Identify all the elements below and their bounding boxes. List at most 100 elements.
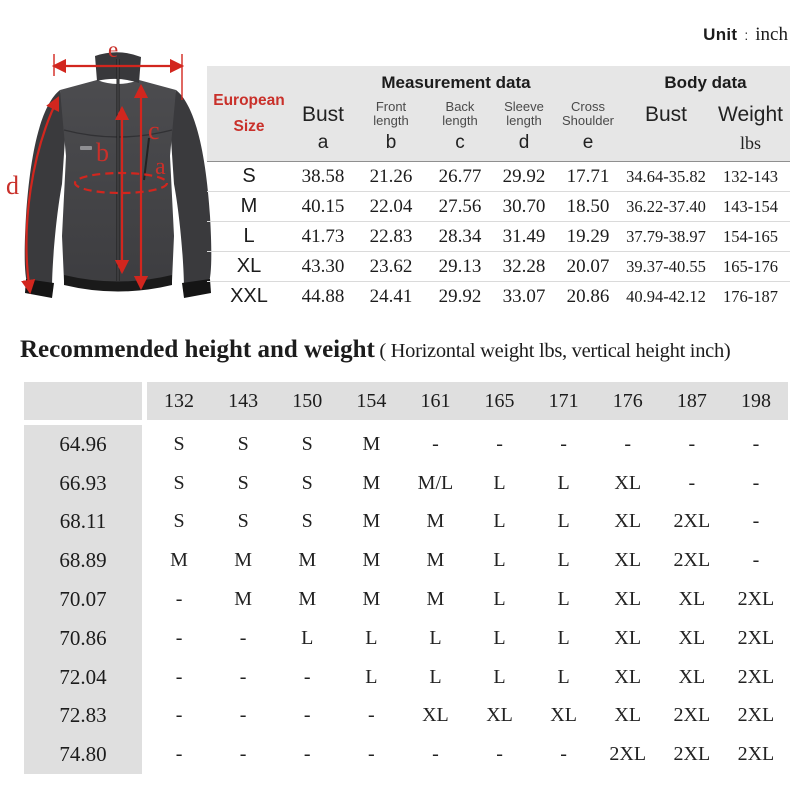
weight-cell: 132-143: [723, 166, 778, 186]
front-length-cell: 22.04: [369, 195, 413, 217]
recommendation-cell: 2XL: [737, 665, 775, 688]
cross-shoulder-cell: 18.50: [566, 195, 610, 217]
recommendation-cell: -: [175, 665, 183, 688]
recommendation-cell: M: [426, 588, 445, 611]
col-body-bust-title: Bust: [644, 103, 688, 126]
recommendation-cell: -: [560, 432, 567, 455]
recommendation-cell: L: [557, 549, 570, 572]
column-header-row: Bust a Front length b Back length c: [207, 96, 790, 156]
measurement-table: European Size Measurement data Body data…: [207, 66, 790, 311]
recommendation-cell: -: [239, 704, 247, 727]
measurement-data-header: Measurement data: [381, 73, 531, 92]
recommendation-cell: -: [752, 471, 760, 494]
recommendation-cell: M: [298, 549, 317, 572]
col-weight-title: Weight: [718, 103, 783, 126]
col-front-length-title: Front length: [373, 100, 408, 128]
height-cell: 70.86: [24, 618, 142, 658]
unit-separator: :: [744, 27, 749, 43]
recommendation-cell: -: [368, 704, 375, 727]
col-bust-title: Bust: [301, 103, 345, 126]
recommendation-cell: L: [493, 471, 506, 494]
recommendation-cell: XL: [614, 549, 642, 572]
weight-header-cell: 165: [484, 389, 515, 412]
measure-label-c: c: [148, 116, 160, 145]
recommendation-cell: S: [237, 432, 249, 455]
recommendation-cell: S: [237, 510, 249, 533]
recommendation-cell: -: [239, 665, 247, 688]
bust-cell: 43.30: [301, 255, 345, 277]
recommendation-cell: XL: [614, 626, 642, 649]
recommendation-row: 70.07 - M M M M L L XL XL 2XL: [24, 580, 788, 619]
recommendation-cell: 2XL: [673, 704, 711, 727]
bust-cell: 38.58: [301, 165, 345, 187]
size-row: L 41.73 22.83 28.34 31.49 19.29 37.79-38.97 154…: [207, 221, 790, 251]
recommendation-cell: L: [493, 588, 506, 611]
weight-header-cell: 154: [356, 389, 387, 412]
back-length-cell: 29.92: [438, 285, 482, 307]
col-front-length: Front length b: [355, 96, 427, 156]
recommendation-cells: - - - - XL XL XL XL 2XL 2XL: [147, 697, 788, 736]
size-cell: L: [243, 225, 255, 247]
recommendation-cell: M: [362, 510, 381, 533]
height-cell: 70.07: [24, 580, 142, 619]
weight-header-cell: 187: [676, 389, 707, 412]
recommendation-cell: 2XL: [609, 743, 647, 766]
recommendation-cell: 2XL: [673, 510, 711, 533]
recommendation-cell: L: [365, 626, 378, 649]
back-length-cell: 27.56: [438, 195, 482, 217]
recommendation-cell: -: [175, 704, 183, 727]
recommendation-cell: 2XL: [737, 743, 775, 766]
recommendation-cell: -: [688, 471, 696, 494]
col-back-length-line2: length: [442, 113, 478, 129]
col-cross-shoulder: Cross Shoulder e: [555, 96, 621, 156]
body-bust-cell: 39.37-40.55: [626, 256, 706, 276]
col-letter-c: c: [455, 132, 465, 153]
body-bust-cell: 34.64-35.82: [626, 166, 706, 186]
weight-cell: 165-176: [723, 256, 778, 276]
bust-cell: 40.15: [301, 195, 345, 217]
measurement-table-header: European Size Measurement data Body data…: [207, 66, 790, 161]
size-cell: XXL: [230, 285, 268, 307]
recommendation-cell: XL: [614, 510, 642, 533]
height-cell: 72.83: [24, 696, 142, 736]
recommendation-cell: L: [493, 549, 506, 572]
weight-header-cell: 176: [612, 389, 643, 412]
recommendation-cell: -: [752, 510, 760, 533]
col-weight-unit: lbs: [739, 132, 761, 153]
col-letter-a: a: [317, 132, 329, 153]
recommendation-cell: M: [298, 588, 317, 611]
measure-label-e: e: [108, 37, 118, 62]
weight-cell: 176-187: [723, 286, 778, 306]
col-body-bust: Bust: [621, 96, 711, 156]
recommendation-row: 72.04 - - - L L L L XL XL 2XL: [24, 657, 788, 697]
cross-shoulder-cell: 19.29: [566, 225, 610, 247]
recommendation-cell: 2XL: [673, 743, 711, 766]
back-length-cell: 28.34: [438, 225, 482, 247]
recommendation-cells: - - L L L L L XL XL 2XL: [147, 619, 788, 658]
size-row: XXL 44.88 24.41 29.92 33.07 20.86 40.94-42.12 1…: [207, 281, 790, 311]
sleeve-length-cell: 32.28: [502, 255, 546, 277]
height-cell: 68.89: [24, 541, 142, 581]
col-sleeve-length-title: Sleeve length: [504, 100, 544, 128]
recommendation-cell: 2XL: [737, 588, 775, 611]
recommendation-cell: -: [432, 432, 439, 455]
recommendation-cell: L: [557, 626, 570, 649]
recommendation-cells: S S S M M/L L L XL - -: [147, 464, 788, 503]
size-cell: S: [242, 165, 256, 187]
recommendation-cell: -: [175, 743, 183, 766]
recommendation-cell: M: [170, 549, 188, 572]
recommendation-row: 64.96 S S S M - - - - - -: [24, 425, 788, 464]
recommendation-row: 68.89 M M M M M L L XL 2XL -: [24, 541, 788, 581]
height-cell: 64.96: [24, 425, 142, 464]
recommendation-cell: 2XL: [737, 626, 775, 649]
recommendation-cell: XL: [422, 704, 449, 727]
recommendation-cell: M: [234, 588, 253, 611]
recommendation-row: 66.93 S S S M M/L L L XL - -: [24, 463, 788, 503]
unit-note: Unit : inch: [703, 24, 788, 46]
recommendation-row: 68.11 S S S M M L L XL 2XL -: [24, 502, 788, 542]
recommendation-table-header: 132 143 150 154 161 165 171 176 187 198: [24, 382, 788, 420]
recommendation-cell: L: [557, 665, 570, 688]
recommendation-cell: XL: [614, 665, 642, 688]
recommendation-cell: M: [362, 588, 381, 611]
